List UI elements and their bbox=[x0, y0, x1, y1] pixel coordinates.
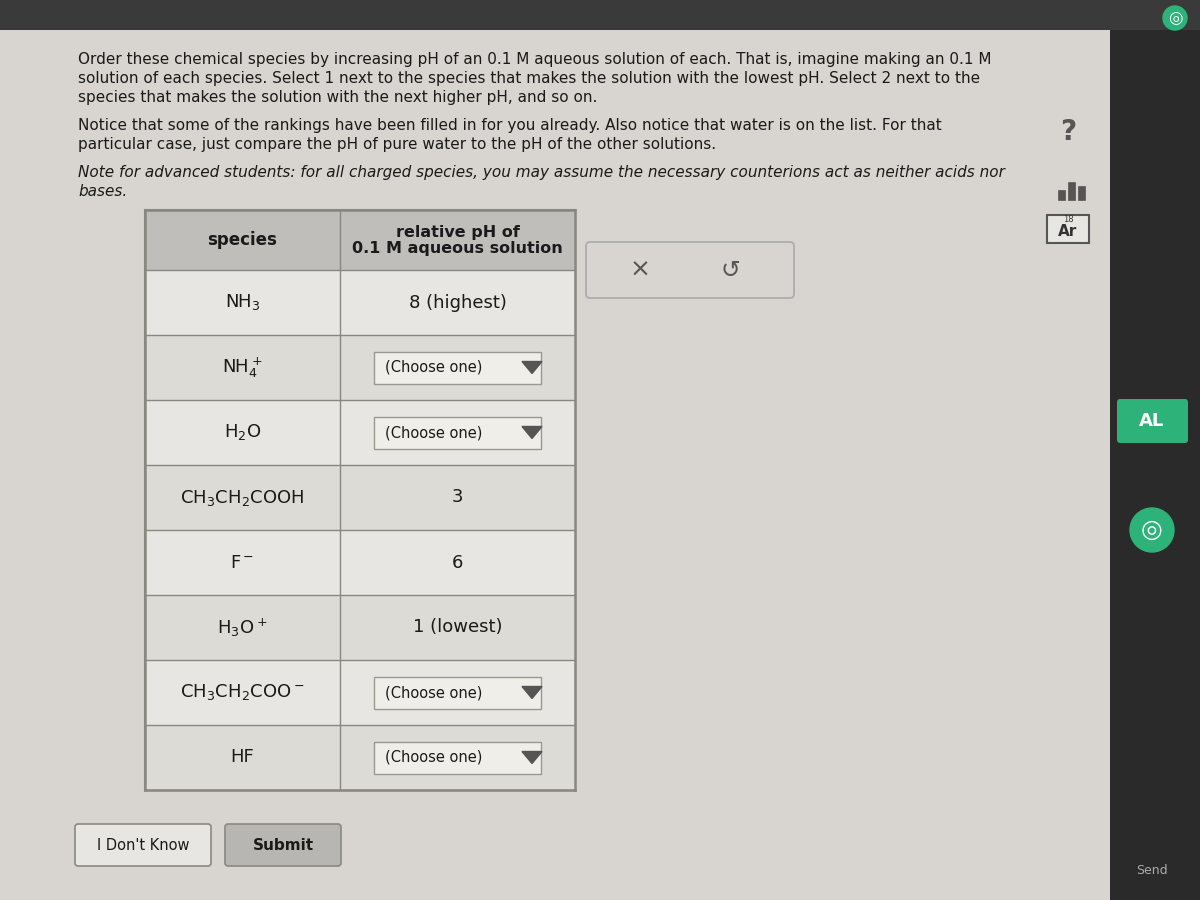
FancyBboxPatch shape bbox=[226, 824, 341, 866]
Text: 1 (lowest): 1 (lowest) bbox=[413, 618, 503, 636]
Text: 18: 18 bbox=[1063, 215, 1073, 224]
Text: Send: Send bbox=[1136, 863, 1168, 877]
FancyBboxPatch shape bbox=[74, 824, 211, 866]
FancyBboxPatch shape bbox=[586, 242, 794, 298]
FancyBboxPatch shape bbox=[145, 725, 575, 790]
Text: NH$_4^+$: NH$_4^+$ bbox=[222, 356, 263, 380]
FancyBboxPatch shape bbox=[145, 465, 575, 530]
Text: species: species bbox=[208, 231, 277, 249]
FancyBboxPatch shape bbox=[1078, 186, 1085, 200]
FancyBboxPatch shape bbox=[145, 335, 575, 400]
Polygon shape bbox=[522, 752, 542, 763]
Polygon shape bbox=[522, 687, 542, 698]
FancyBboxPatch shape bbox=[145, 210, 575, 270]
Text: bases.: bases. bbox=[78, 184, 127, 199]
Text: CH$_3$CH$_2$COOH: CH$_3$CH$_2$COOH bbox=[180, 488, 305, 508]
Text: 6: 6 bbox=[452, 554, 463, 572]
Text: ↺: ↺ bbox=[720, 258, 740, 282]
FancyBboxPatch shape bbox=[374, 677, 541, 708]
Text: Ar: Ar bbox=[1058, 224, 1078, 239]
FancyBboxPatch shape bbox=[1046, 215, 1090, 243]
Circle shape bbox=[1163, 6, 1187, 30]
Text: ◎: ◎ bbox=[1141, 518, 1163, 542]
FancyBboxPatch shape bbox=[374, 352, 541, 383]
Text: 8 (highest): 8 (highest) bbox=[408, 293, 506, 311]
FancyBboxPatch shape bbox=[1117, 399, 1188, 443]
FancyBboxPatch shape bbox=[145, 660, 575, 725]
Text: (Choose one): (Choose one) bbox=[385, 360, 482, 375]
Text: (Choose one): (Choose one) bbox=[385, 685, 482, 700]
FancyBboxPatch shape bbox=[1110, 30, 1200, 900]
Text: H$_3$O$^+$: H$_3$O$^+$ bbox=[217, 616, 268, 639]
Text: NH$_3$: NH$_3$ bbox=[224, 292, 260, 312]
FancyBboxPatch shape bbox=[145, 400, 575, 465]
FancyBboxPatch shape bbox=[145, 530, 575, 595]
Text: ×: × bbox=[630, 258, 650, 282]
Text: Note for advanced students: for all charged species, you may assume the necessar: Note for advanced students: for all char… bbox=[78, 165, 1004, 180]
FancyBboxPatch shape bbox=[374, 417, 541, 448]
Text: ?: ? bbox=[1060, 118, 1076, 146]
Text: species that makes the solution with the next higher pH, and so on.: species that makes the solution with the… bbox=[78, 90, 598, 105]
FancyBboxPatch shape bbox=[1058, 190, 1066, 200]
Polygon shape bbox=[522, 427, 542, 438]
Text: relative pH of: relative pH of bbox=[396, 224, 520, 239]
Text: F$^-$: F$^-$ bbox=[230, 554, 254, 572]
FancyBboxPatch shape bbox=[145, 595, 575, 660]
Text: Submit: Submit bbox=[252, 838, 313, 852]
FancyBboxPatch shape bbox=[374, 742, 541, 773]
Text: Order these chemical species by increasing pH of an 0.1 M aqueous solution of ea: Order these chemical species by increasi… bbox=[78, 52, 991, 67]
Text: 0.1 M aqueous solution: 0.1 M aqueous solution bbox=[352, 240, 563, 256]
Text: 3: 3 bbox=[451, 489, 463, 507]
FancyBboxPatch shape bbox=[145, 270, 575, 335]
Text: I Don't Know: I Don't Know bbox=[97, 838, 190, 852]
Text: (Choose one): (Choose one) bbox=[385, 425, 482, 440]
Text: solution of each species. Select 1 next to the species that makes the solution w: solution of each species. Select 1 next … bbox=[78, 71, 980, 86]
FancyBboxPatch shape bbox=[0, 30, 1110, 900]
FancyBboxPatch shape bbox=[145, 210, 575, 790]
Text: H$_2$O: H$_2$O bbox=[224, 422, 262, 443]
Polygon shape bbox=[522, 362, 542, 374]
Text: ◎: ◎ bbox=[1168, 9, 1182, 27]
Text: CH$_3$CH$_2$COO$^-$: CH$_3$CH$_2$COO$^-$ bbox=[180, 682, 305, 703]
Text: particular case, just compare the pH of pure water to the pH of the other soluti: particular case, just compare the pH of … bbox=[78, 137, 716, 152]
FancyBboxPatch shape bbox=[1068, 182, 1075, 200]
Circle shape bbox=[1130, 508, 1174, 552]
Text: (Choose one): (Choose one) bbox=[385, 750, 482, 765]
FancyBboxPatch shape bbox=[0, 0, 1200, 30]
Text: HF: HF bbox=[230, 749, 254, 767]
Text: AL: AL bbox=[1139, 412, 1165, 430]
Text: Notice that some of the rankings have been filled in for you already. Also notic: Notice that some of the rankings have be… bbox=[78, 118, 942, 133]
